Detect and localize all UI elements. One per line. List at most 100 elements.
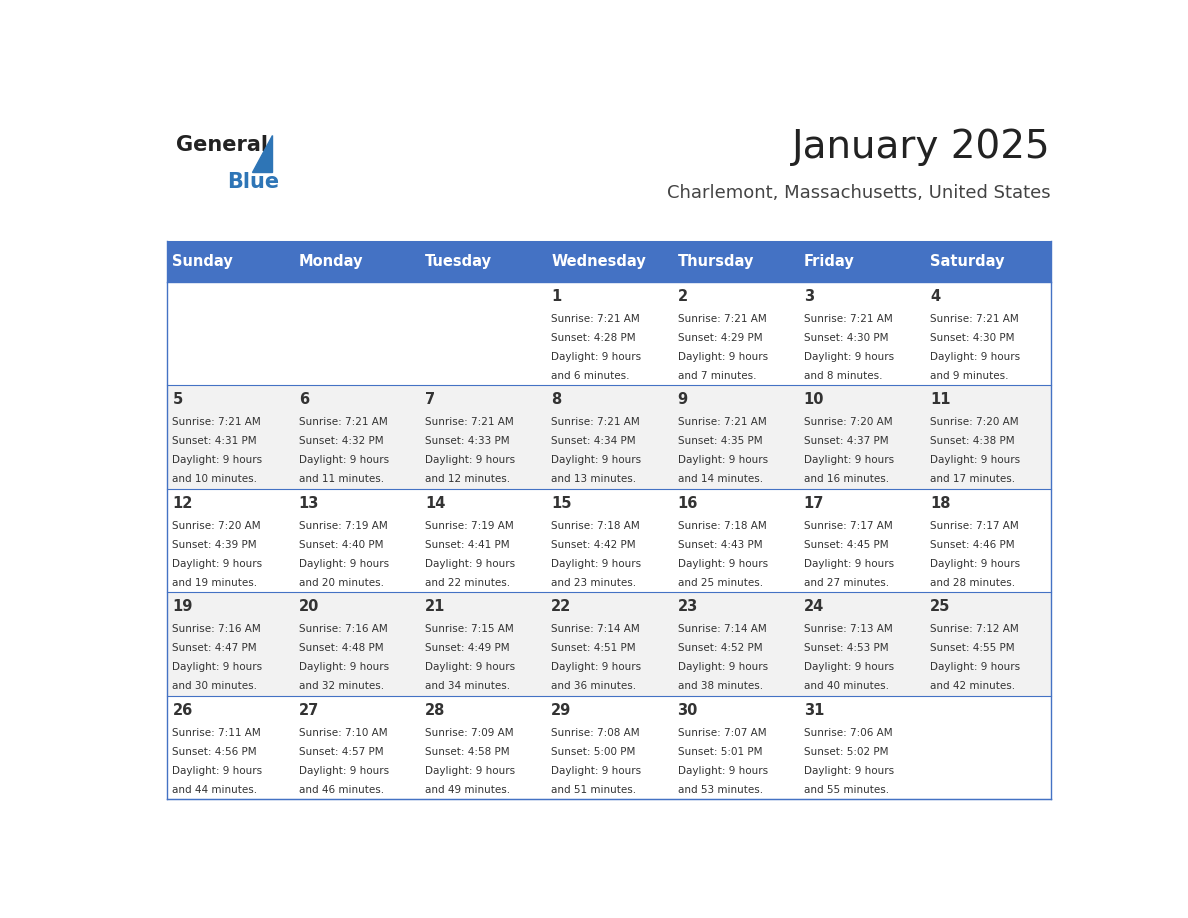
Text: Sunrise: 7:18 AM: Sunrise: 7:18 AM: [677, 521, 766, 531]
Bar: [166, 386, 293, 489]
Text: and 36 minutes.: and 36 minutes.: [551, 681, 637, 691]
Bar: [798, 282, 924, 386]
Text: Daylight: 9 hours: Daylight: 9 hours: [298, 663, 388, 672]
Text: 21: 21: [425, 599, 446, 614]
Text: and 23 minutes.: and 23 minutes.: [551, 578, 637, 588]
Text: Sunrise: 7:07 AM: Sunrise: 7:07 AM: [677, 728, 766, 738]
Bar: [672, 282, 798, 386]
Text: Daylight: 9 hours: Daylight: 9 hours: [298, 455, 388, 465]
Text: General: General: [176, 135, 268, 155]
Text: Sunrise: 7:16 AM: Sunrise: 7:16 AM: [298, 624, 387, 634]
Text: Daylight: 9 hours: Daylight: 9 hours: [677, 455, 767, 465]
Bar: [545, 386, 672, 489]
Text: Sunset: 4:56 PM: Sunset: 4:56 PM: [172, 746, 257, 756]
Text: Daylight: 9 hours: Daylight: 9 hours: [298, 766, 388, 776]
Bar: [672, 241, 798, 282]
Text: 1: 1: [551, 289, 562, 304]
Text: Daylight: 9 hours: Daylight: 9 hours: [551, 455, 642, 465]
Text: Sunrise: 7:21 AM: Sunrise: 7:21 AM: [551, 417, 640, 427]
Text: and 16 minutes.: and 16 minutes.: [804, 475, 889, 485]
Text: Wednesday: Wednesday: [551, 254, 646, 269]
Text: Friday: Friday: [804, 254, 854, 269]
Text: Daylight: 9 hours: Daylight: 9 hours: [551, 352, 642, 362]
Bar: [166, 592, 293, 696]
Text: Sunset: 4:43 PM: Sunset: 4:43 PM: [677, 540, 763, 550]
Bar: [419, 489, 545, 592]
Text: and 6 minutes.: and 6 minutes.: [551, 371, 630, 381]
Text: Daylight: 9 hours: Daylight: 9 hours: [551, 766, 642, 776]
Text: Sunrise: 7:17 AM: Sunrise: 7:17 AM: [804, 521, 892, 531]
Bar: [166, 489, 293, 592]
Text: Sunset: 4:41 PM: Sunset: 4:41 PM: [425, 540, 510, 550]
Text: Sunset: 4:46 PM: Sunset: 4:46 PM: [930, 540, 1015, 550]
Text: Sunrise: 7:21 AM: Sunrise: 7:21 AM: [172, 417, 261, 427]
Bar: [798, 592, 924, 696]
Text: 9: 9: [677, 393, 688, 408]
Text: Sunrise: 7:10 AM: Sunrise: 7:10 AM: [298, 728, 387, 738]
Text: 28: 28: [425, 703, 446, 718]
Text: Daylight: 9 hours: Daylight: 9 hours: [804, 766, 893, 776]
Bar: [166, 241, 293, 282]
Text: Sunrise: 7:21 AM: Sunrise: 7:21 AM: [298, 417, 387, 427]
Text: Daylight: 9 hours: Daylight: 9 hours: [298, 559, 388, 569]
Text: Sunset: 4:32 PM: Sunset: 4:32 PM: [298, 436, 384, 446]
Text: Daylight: 9 hours: Daylight: 9 hours: [930, 352, 1020, 362]
Text: 12: 12: [172, 496, 192, 511]
Text: and 42 minutes.: and 42 minutes.: [930, 681, 1016, 691]
Text: and 34 minutes.: and 34 minutes.: [425, 681, 510, 691]
Text: Sunrise: 7:19 AM: Sunrise: 7:19 AM: [298, 521, 387, 531]
Text: Sunset: 4:34 PM: Sunset: 4:34 PM: [551, 436, 636, 446]
Text: and 13 minutes.: and 13 minutes.: [551, 475, 637, 485]
Text: and 27 minutes.: and 27 minutes.: [804, 578, 889, 588]
Bar: [672, 592, 798, 696]
Text: Sunset: 4:42 PM: Sunset: 4:42 PM: [551, 540, 636, 550]
Text: Sunrise: 7:16 AM: Sunrise: 7:16 AM: [172, 624, 261, 634]
Text: Daylight: 9 hours: Daylight: 9 hours: [172, 663, 263, 672]
Text: Daylight: 9 hours: Daylight: 9 hours: [425, 559, 516, 569]
Text: and 19 minutes.: and 19 minutes.: [172, 578, 258, 588]
Text: Sunset: 5:00 PM: Sunset: 5:00 PM: [551, 746, 636, 756]
Bar: [672, 489, 798, 592]
Bar: [419, 696, 545, 800]
Text: 7: 7: [425, 393, 435, 408]
Text: Sunset: 4:31 PM: Sunset: 4:31 PM: [172, 436, 257, 446]
Text: Daylight: 9 hours: Daylight: 9 hours: [677, 663, 767, 672]
Text: Daylight: 9 hours: Daylight: 9 hours: [930, 455, 1020, 465]
Text: Sunset: 4:48 PM: Sunset: 4:48 PM: [298, 644, 384, 654]
Text: Sunrise: 7:13 AM: Sunrise: 7:13 AM: [804, 624, 892, 634]
Text: Daylight: 9 hours: Daylight: 9 hours: [425, 766, 516, 776]
Text: 10: 10: [804, 393, 824, 408]
Bar: [798, 696, 924, 800]
Text: Sunset: 4:33 PM: Sunset: 4:33 PM: [425, 436, 510, 446]
Text: 23: 23: [677, 599, 697, 614]
Bar: [924, 592, 1051, 696]
Text: and 44 minutes.: and 44 minutes.: [172, 785, 258, 795]
Text: and 17 minutes.: and 17 minutes.: [930, 475, 1016, 485]
Text: 5: 5: [172, 393, 183, 408]
Text: Daylight: 9 hours: Daylight: 9 hours: [425, 455, 516, 465]
Text: Sunset: 4:55 PM: Sunset: 4:55 PM: [930, 644, 1015, 654]
Text: Sunset: 4:29 PM: Sunset: 4:29 PM: [677, 333, 763, 342]
Text: Sunset: 4:58 PM: Sunset: 4:58 PM: [425, 746, 510, 756]
Text: Daylight: 9 hours: Daylight: 9 hours: [172, 455, 263, 465]
Bar: [419, 282, 545, 386]
Text: Sunrise: 7:14 AM: Sunrise: 7:14 AM: [551, 624, 640, 634]
Text: Sunrise: 7:21 AM: Sunrise: 7:21 AM: [677, 314, 766, 324]
Text: 11: 11: [930, 393, 950, 408]
Text: 14: 14: [425, 496, 446, 511]
Bar: [293, 282, 419, 386]
Text: 20: 20: [298, 599, 320, 614]
Text: Daylight: 9 hours: Daylight: 9 hours: [677, 559, 767, 569]
Bar: [293, 592, 419, 696]
Bar: [924, 241, 1051, 282]
Text: Sunrise: 7:20 AM: Sunrise: 7:20 AM: [930, 417, 1018, 427]
Text: 17: 17: [804, 496, 824, 511]
Text: Sunrise: 7:14 AM: Sunrise: 7:14 AM: [677, 624, 766, 634]
Text: and 49 minutes.: and 49 minutes.: [425, 785, 510, 795]
Bar: [798, 489, 924, 592]
Text: and 22 minutes.: and 22 minutes.: [425, 578, 510, 588]
Text: Sunset: 4:35 PM: Sunset: 4:35 PM: [677, 436, 763, 446]
Bar: [419, 592, 545, 696]
Bar: [924, 282, 1051, 386]
Polygon shape: [252, 135, 272, 172]
